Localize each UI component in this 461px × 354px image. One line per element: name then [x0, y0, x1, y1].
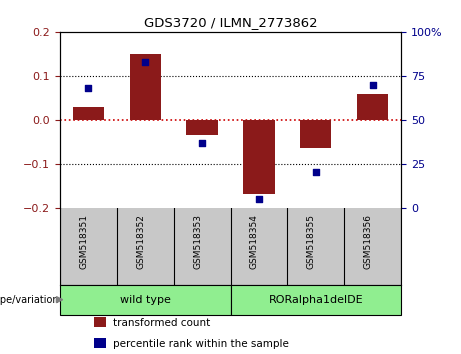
Text: genotype/variation: genotype/variation	[0, 295, 59, 305]
Bar	[357, 94, 388, 120]
Text: GSM518353: GSM518353	[193, 214, 202, 269]
Point	[369, 82, 376, 87]
Bar	[60, 285, 230, 315]
Point	[142, 59, 149, 64]
Bar	[243, 120, 275, 194]
Bar	[230, 285, 401, 315]
Text: GSM518356: GSM518356	[364, 214, 372, 269]
Bar	[186, 120, 218, 135]
Text: percentile rank within the sample: percentile rank within the sample	[113, 339, 289, 349]
Text: RORalpha1delDE: RORalpha1delDE	[268, 295, 363, 305]
Bar	[130, 54, 161, 120]
Text: GSM518351: GSM518351	[79, 214, 89, 269]
Text: GSM518354: GSM518354	[250, 214, 259, 269]
Point	[85, 85, 92, 91]
Text: wild type: wild type	[120, 295, 171, 305]
Title: GDS3720 / ILMN_2773862: GDS3720 / ILMN_2773862	[144, 16, 317, 29]
Text: GSM518355: GSM518355	[307, 214, 316, 269]
Bar	[94, 317, 106, 327]
Point	[255, 196, 263, 202]
Point	[312, 170, 319, 175]
Bar	[73, 108, 104, 120]
Text: transformed count: transformed count	[113, 318, 210, 327]
Bar	[94, 338, 106, 348]
Text: GSM518352: GSM518352	[136, 214, 145, 269]
Bar	[300, 120, 331, 148]
Point	[198, 140, 206, 145]
